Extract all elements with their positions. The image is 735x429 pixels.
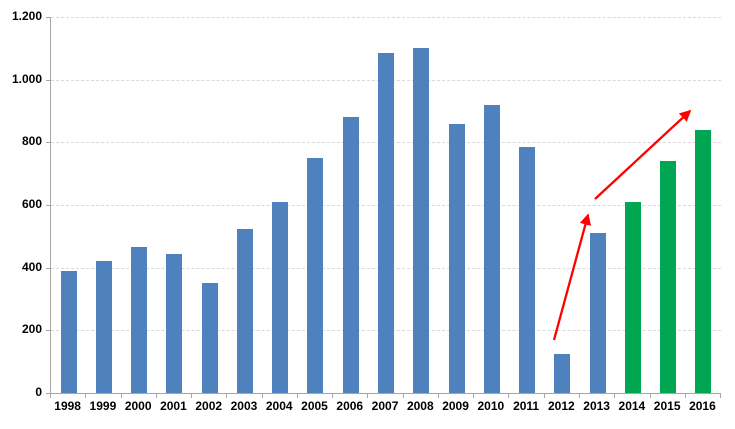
bar-slot-1998 (51, 17, 86, 393)
x-axis-tick-1 (85, 394, 87, 398)
y-tick-label-1200: 1.200 (11, 9, 42, 23)
y-axis-tick-1000 (46, 79, 50, 81)
x-axis-tick-10 (402, 394, 404, 398)
y-tick-label-0: 0 (35, 385, 42, 399)
bar-2001 (166, 253, 183, 393)
bar-slot-1999 (86, 17, 121, 393)
y-axis-tick-200 (46, 330, 50, 332)
x-tick-label-2007: 2007 (371, 399, 399, 413)
x-axis-tick-16 (614, 394, 616, 398)
x-tick-label-2006: 2006 (336, 399, 364, 413)
plot-area (50, 17, 721, 394)
x-tick-label-1999: 1999 (89, 399, 117, 413)
y-tick-label-1000: 1.000 (11, 71, 42, 86)
bar-2006 (342, 117, 359, 393)
x-tick-label-2001: 2001 (160, 399, 187, 413)
bar-2007 (378, 53, 395, 393)
bar-1999 (95, 261, 112, 393)
bar-2008 (413, 48, 430, 393)
x-tick-label-2002: 2002 (195, 399, 223, 413)
y-axis-tick-1200 (46, 17, 50, 18)
x-tick-label-2015: 2015 (653, 399, 681, 413)
y-tick-label-600: 600 (21, 197, 42, 211)
bar-2014 (624, 201, 641, 393)
x-axis-tick-13 (508, 394, 510, 398)
y-tick-label-800: 800 (21, 134, 42, 149)
bar-slot-2003 (227, 17, 262, 393)
x-axis-tick-12 (473, 394, 475, 398)
bars-row (51, 17, 721, 393)
y-tick-label-400: 400 (21, 259, 42, 274)
x-axis-tick-3 (155, 394, 157, 398)
x-axis-tick-7 (296, 394, 298, 398)
x-tick-label-2012: 2012 (548, 399, 575, 413)
y-axis-tick-800 (46, 142, 50, 144)
x-tick-label-2013: 2013 (583, 399, 610, 413)
bar-slot-2012 (545, 17, 580, 393)
x-axis-tick-18 (684, 394, 686, 398)
bar-slot-2004 (263, 17, 298, 393)
x-axis-tick-5 (226, 394, 228, 398)
bar-slot-2005 (298, 17, 333, 393)
x-axis-tick-9 (367, 394, 369, 398)
x-tick-label-2009: 2009 (442, 399, 469, 413)
bar-slot-2011 (509, 17, 544, 393)
x-axis-tick-0 (50, 394, 51, 398)
x-tick-label-2008: 2008 (406, 399, 434, 413)
bar-2011 (519, 147, 536, 393)
x-axis-tick-2 (120, 394, 122, 398)
bar-2010 (483, 104, 500, 393)
bar-2009 (448, 123, 465, 393)
x-axis-labels: 1998 1999 2000 2001 2002 2003 2004 2005 2006 2007… (50, 399, 720, 413)
x-tick-label-2011: 2011 (513, 399, 540, 413)
bar-2012 (554, 353, 571, 393)
x-tick-label-2005: 2005 (301, 399, 328, 413)
x-axis-tick-17 (649, 394, 651, 398)
bar-slot-2015 (651, 17, 686, 393)
bar-slot-2000 (122, 17, 157, 393)
bar-slot-2008 (404, 17, 439, 393)
gridline-1200 (51, 17, 721, 18)
x-axis-tick-11 (437, 394, 439, 398)
x-tick-label-2010: 2010 (477, 399, 505, 413)
bar-slot-2016 (686, 17, 721, 393)
x-tick-label-2016: 2016 (689, 399, 716, 413)
x-axis-tick-8 (332, 394, 334, 398)
bar-2016 (695, 129, 712, 393)
bar-2000 (131, 247, 148, 393)
x-axis-tick-14 (543, 394, 545, 398)
x-tick-label-2000: 2000 (124, 399, 152, 413)
x-tick-label-2003: 2003 (230, 399, 258, 413)
x-axis-tick-19 (720, 394, 721, 398)
x-axis-tick-15 (578, 394, 580, 398)
bar-slot-2009 (439, 17, 474, 393)
y-axis-tick-600 (46, 205, 50, 206)
bar-slot-2002 (192, 17, 227, 393)
bar-2004 (272, 201, 289, 393)
bar-slot-2013 (580, 17, 615, 393)
bar-2002 (201, 283, 218, 393)
x-tick-label-2014: 2014 (618, 399, 646, 413)
bar-2015 (660, 161, 677, 393)
x-tick-label-1998: 1998 (54, 399, 81, 413)
bar-2005 (307, 158, 324, 393)
bar-slot-2007 (368, 17, 403, 393)
bar-slot-2001 (157, 17, 192, 393)
y-tick-label-200: 200 (21, 322, 42, 337)
y-axis-tick-400 (46, 267, 50, 269)
x-axis-tick-6 (261, 394, 263, 398)
bar-2013 (589, 233, 606, 393)
bar-1998 (60, 270, 77, 393)
y-axis-tick-0 (46, 393, 50, 394)
bar-slot-2006 (333, 17, 368, 393)
x-tick-label-2004: 2004 (265, 399, 293, 413)
bar-2003 (236, 228, 253, 393)
bar-slot-2010 (474, 17, 509, 393)
bar-slot-2014 (615, 17, 650, 393)
x-axis-tick-4 (191, 394, 193, 398)
